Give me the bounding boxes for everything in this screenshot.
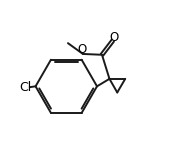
Text: O: O <box>77 43 86 56</box>
Text: Cl: Cl <box>19 82 31 94</box>
Text: O: O <box>109 31 118 43</box>
